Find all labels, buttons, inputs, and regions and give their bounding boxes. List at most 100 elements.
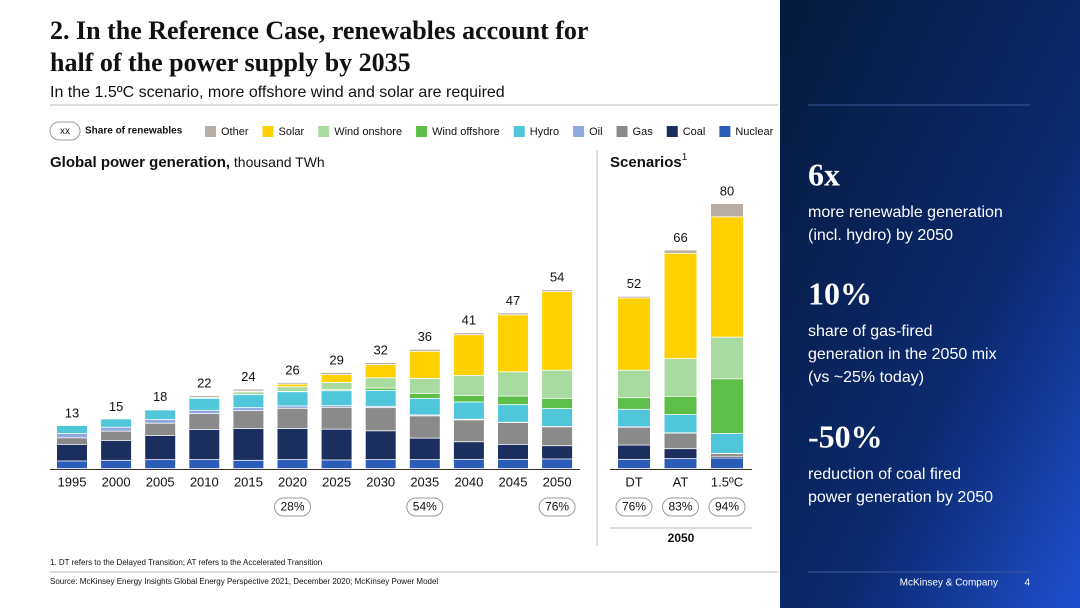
x-tick-label: 2045 [499, 474, 528, 489]
bar-segment [189, 414, 220, 430]
legend-swatch [666, 126, 678, 137]
bar-segment [409, 460, 440, 469]
bar-segment [321, 460, 352, 469]
bar-segment [277, 460, 308, 469]
company: McKinsey & Company [900, 578, 998, 589]
key-label: Share of renewables [85, 126, 183, 137]
bar-segment [101, 431, 132, 441]
bar-segment [498, 459, 528, 469]
share-oval [615, 497, 653, 517]
bar-segment [711, 337, 743, 379]
bar-segment [321, 407, 352, 429]
x-tick-label: 1995 [58, 474, 87, 489]
legend-label: Oil [589, 126, 602, 138]
subtitle: In the 1.5ºC scenario, more offshore win… [50, 84, 505, 101]
x-tick-label: 2010 [190, 474, 219, 489]
bar-segment [321, 372, 352, 375]
bar-segment [711, 456, 743, 458]
share-oval [274, 497, 311, 517]
bar-segment [664, 449, 697, 459]
left-title: Global power generation, thousand TWh [50, 154, 325, 171]
bar-segment [409, 378, 440, 394]
bar-segment [542, 292, 573, 370]
bar-segment [277, 408, 308, 429]
bar-segment [365, 378, 396, 388]
legend-swatch [616, 126, 628, 137]
bar-segment [711, 433, 743, 453]
total-label: 13 [65, 405, 79, 420]
bar-segment [233, 389, 264, 391]
bar-segment [409, 438, 440, 460]
total-label: 26 [285, 362, 299, 377]
callout-figure: 10% [808, 275, 872, 311]
x-tick-label: 2035 [410, 474, 439, 489]
bar-segment [233, 395, 264, 408]
bar-segment [145, 419, 176, 423]
total-label: 18 [153, 389, 167, 404]
bar-segment [101, 440, 132, 460]
legend-swatch [318, 126, 330, 137]
legend-swatch [513, 126, 525, 137]
legend-swatch [573, 126, 585, 137]
share-label: 28% [280, 500, 304, 514]
legend-swatch [262, 126, 274, 137]
bar-segment [498, 396, 528, 405]
total-label: 66 [673, 230, 687, 245]
bar-segment [189, 429, 220, 460]
side-panel [780, 0, 1080, 608]
bar-segment [453, 420, 484, 442]
bar-segment [101, 460, 132, 469]
title: 2. In the Reference Case, renewables acc… [50, 16, 588, 45]
bar-segment [277, 392, 308, 406]
bar-segment [409, 393, 440, 398]
bar-segment [145, 435, 176, 460]
bar-segment [453, 375, 484, 395]
bar-segment [57, 425, 87, 434]
legend-label: Solar [279, 126, 305, 138]
x-tick-label: AT [673, 474, 689, 489]
legend-swatch [205, 126, 216, 137]
callout-text: more renewable generation [808, 204, 1003, 221]
callout-text: reduction of coal fired [808, 466, 961, 483]
bar-segment [233, 392, 264, 395]
page-number: 4 [1024, 578, 1030, 589]
footnote-ref: 1 [682, 152, 688, 163]
x-tick-label: DT [625, 474, 642, 489]
bar-segment [664, 433, 697, 449]
total-label: 24 [241, 369, 255, 384]
footnote: 1. DT refers to the Delayed Transition; … [50, 558, 322, 567]
bar-segment [711, 204, 743, 217]
legend-label: Nuclear [735, 126, 773, 138]
bar-segment [542, 370, 573, 398]
bar-segment [101, 419, 132, 427]
bar-segment [321, 382, 352, 390]
x-tick-label: 2040 [454, 474, 483, 489]
bar-segment [321, 429, 352, 460]
bar-segment [453, 335, 484, 376]
bar-segment [542, 427, 573, 446]
callout-text: share of gas-fired [808, 323, 933, 340]
bar-segment [618, 459, 650, 469]
bar-segment [321, 391, 352, 406]
bar-segment [365, 406, 396, 408]
bar-segment [277, 387, 308, 392]
x-tick-label: 2030 [366, 474, 395, 489]
legend-label: Hydro [530, 126, 559, 138]
share-oval [708, 497, 746, 517]
bar-segment [365, 431, 396, 460]
bar-segment [453, 402, 484, 419]
key-symbol: xx [60, 126, 70, 137]
title: half of the power supply by 2035 [50, 48, 411, 77]
bar-segment [618, 298, 650, 370]
callout-figure: 6x [808, 156, 840, 192]
total-label: 41 [462, 313, 476, 328]
legend-label: Wind offshore [432, 126, 500, 138]
bar-segment [664, 250, 697, 253]
bar-segment [542, 290, 573, 292]
bar-segment [498, 315, 528, 372]
bar-segment [189, 398, 220, 410]
bar-segment [57, 444, 87, 461]
total-label: 32 [373, 342, 387, 357]
share-label: 54% [413, 500, 437, 514]
callout-figure: -50% [808, 418, 883, 454]
